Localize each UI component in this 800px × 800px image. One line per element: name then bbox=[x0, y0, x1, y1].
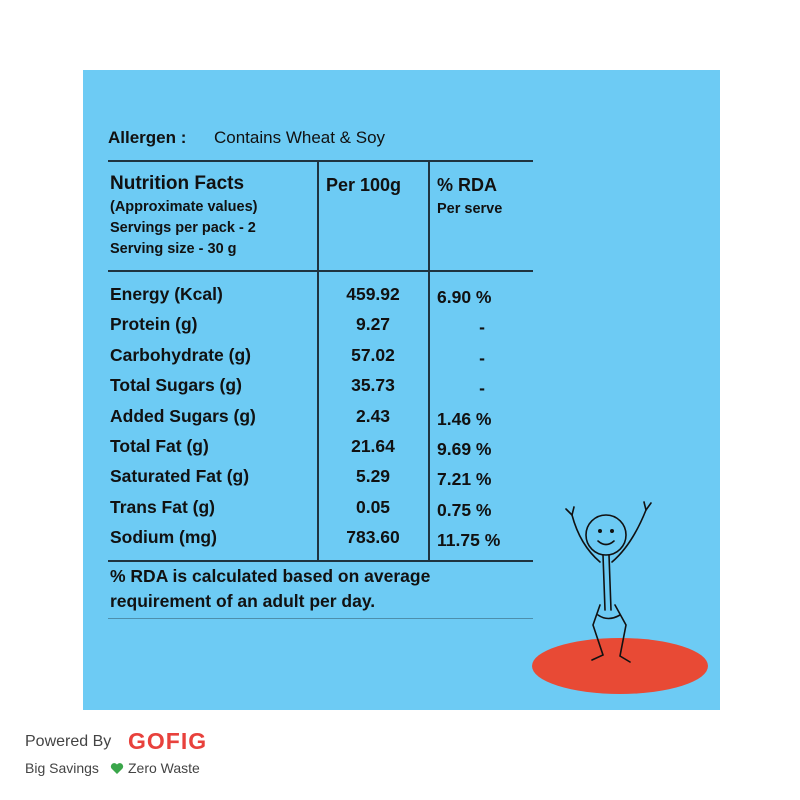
per-100g-value: 459.92 bbox=[346, 284, 400, 304]
nutrient-name: Added Sugars (g) bbox=[110, 405, 256, 426]
stick-figure bbox=[565, 501, 652, 663]
per-100g-value: 2.43 bbox=[355, 405, 391, 426]
rda-value: 7.21 % bbox=[437, 469, 492, 490]
rda-value: 6.90 % bbox=[437, 287, 492, 307]
footnote: requirement of an adult per day. bbox=[110, 591, 376, 611]
heart-icon bbox=[110, 763, 124, 774]
per-100g-value: 21.64 bbox=[351, 436, 395, 456]
per-100g-value: 783.60 bbox=[346, 527, 400, 548]
per-100g-value: 5.29 bbox=[355, 466, 391, 487]
per-100g-value: 9.27 bbox=[355, 314, 391, 335]
nutrient-name: Total Sugars (g) bbox=[110, 375, 242, 396]
allergen-text: Contains Wheat & Soy bbox=[214, 128, 386, 147]
nutrient-name: Saturated Fat (g) bbox=[110, 466, 250, 487]
per-100g-value: 57.02 bbox=[351, 344, 395, 365]
header-rda: % RDA bbox=[437, 175, 498, 195]
rda-value: 0.75 % bbox=[437, 499, 492, 520]
nutrient-name: Protein (g) bbox=[110, 314, 198, 335]
header-rda-sub: Per serve bbox=[437, 201, 503, 217]
nutrient-name: Trans Fat (g) bbox=[110, 496, 216, 517]
brand: GOFIG bbox=[128, 728, 208, 754]
nutrient-name: Carbohydrate (g) bbox=[110, 344, 251, 365]
powered-by: Powered By bbox=[25, 733, 112, 750]
divider bbox=[108, 270, 533, 272]
floor-spot bbox=[532, 638, 708, 694]
divider bbox=[108, 618, 533, 619]
rda-value: - bbox=[479, 317, 485, 338]
tagline: Big Savings bbox=[25, 760, 99, 776]
nutrient-name: Energy (Kcal) bbox=[110, 284, 223, 304]
divider bbox=[108, 160, 533, 162]
rda-value: 11.75 % bbox=[437, 530, 501, 551]
column-rule bbox=[317, 160, 319, 560]
header-per100g: Per 100g bbox=[326, 175, 402, 195]
nutrient-name: Total Fat (g) bbox=[110, 436, 209, 456]
rda-value: 1.46 % bbox=[437, 408, 492, 429]
per-100g-value: 0.05 bbox=[355, 496, 391, 517]
nutrient-name: Sodium (mg) bbox=[110, 527, 217, 548]
column-rule bbox=[428, 160, 430, 560]
rda-value: - bbox=[479, 347, 485, 368]
rda-value: 9.69 % bbox=[437, 439, 492, 459]
header-title: Nutrition Facts bbox=[110, 173, 245, 194]
header-note: (Approximate values) bbox=[110, 199, 258, 215]
rda-value: - bbox=[479, 378, 485, 399]
per-100g-value: 35.73 bbox=[351, 375, 395, 396]
footnote: % RDA is calculated based on average bbox=[110, 566, 431, 586]
header-note: Serving size - 30 g bbox=[110, 241, 237, 257]
divider bbox=[108, 560, 533, 562]
tagline: Zero Waste bbox=[128, 760, 200, 776]
label-panel bbox=[83, 70, 720, 710]
header-note: Servings per pack - 2 bbox=[110, 220, 256, 236]
allergen-label: Allergen : bbox=[108, 128, 187, 147]
